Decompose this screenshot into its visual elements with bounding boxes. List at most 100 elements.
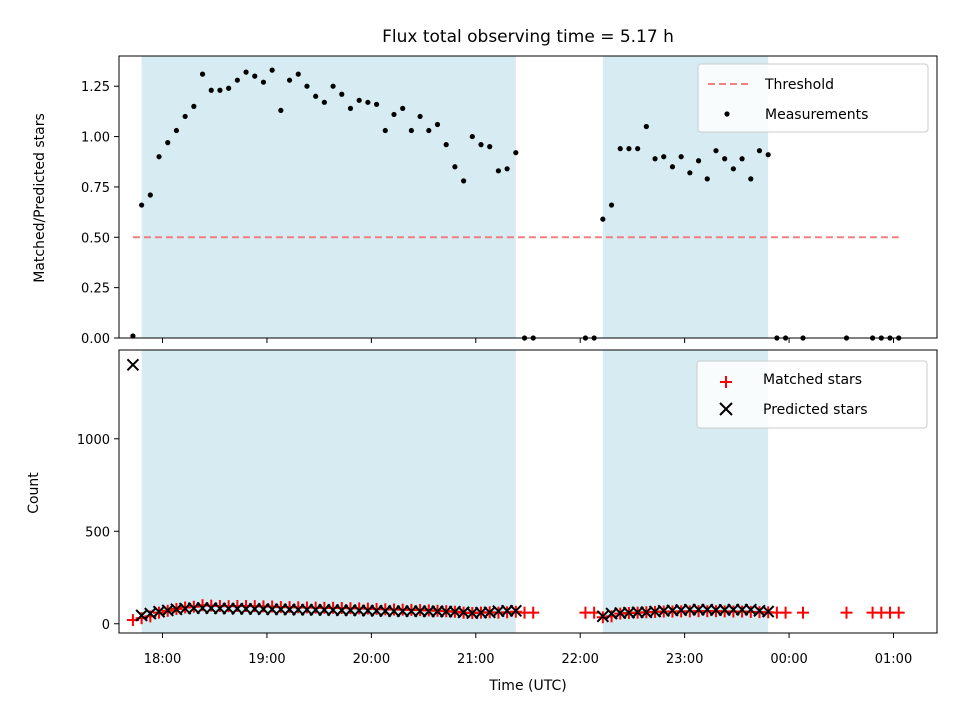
measurement-point — [443, 142, 449, 148]
bottom-legend-frame — [696, 360, 928, 429]
chart-title: Flux total observing time = 5.17 h — [382, 27, 674, 47]
top-panel: 0.00 0.25 0.50 0.75 1.00 1.25 Matched/Predict… — [32, 55, 938, 347]
measurement-point — [426, 127, 432, 134]
measurement-point — [252, 73, 258, 79]
top-x-ticks — [162, 338, 894, 343]
measurement-point — [208, 87, 214, 93]
x-tick-label: 19:00 — [248, 652, 285, 667]
measurement-point — [382, 127, 388, 134]
measurement-point — [130, 333, 136, 339]
matched-star-marker — [840, 606, 853, 619]
x-tick-label: 00:00 — [770, 652, 807, 667]
measurement-point — [347, 105, 354, 111]
bottom-y-tick-label: 1000 — [77, 433, 110, 448]
measurement-point — [495, 168, 502, 174]
measurement-point — [147, 192, 153, 198]
bottom-x-ticks: 18:00 19:00 20:00 21:00 22:00 23:00 00:00 01:00 — [144, 633, 912, 667]
x-tick-label: 18:00 — [144, 652, 181, 667]
measurement-point — [217, 87, 223, 93]
predicted-star-marker — [761, 605, 775, 618]
measurement-point — [513, 150, 519, 156]
top-y-tick-label: 0.75 — [81, 181, 110, 196]
measurement-point — [243, 69, 249, 75]
measurement-point — [269, 67, 275, 73]
measurement-point — [678, 154, 684, 160]
top-y-tick-label: 0.25 — [81, 282, 110, 297]
measurement-point — [173, 127, 180, 134]
measurement-point — [478, 142, 484, 148]
measurement-point — [373, 101, 380, 107]
measurement-point — [504, 166, 510, 172]
measurement-point — [356, 97, 362, 103]
measurement-point — [156, 154, 162, 160]
measurement-point — [626, 146, 632, 152]
legend-predicted-swatch — [719, 402, 733, 416]
bottom-shaded-interval-0 — [141, 350, 516, 633]
measurement-point — [339, 91, 345, 97]
measurement-point — [313, 93, 319, 99]
bottom-legend: Matched stars Predicted stars — [696, 360, 928, 429]
legend-predicted-label: Predicted stars — [763, 402, 868, 418]
top-y-tick-label: 1.25 — [81, 80, 110, 95]
measurement-point — [643, 123, 649, 130]
x-tick-label: 23:00 — [666, 652, 703, 667]
measurement-point — [226, 85, 232, 91]
top-y-tick-label: 0.00 — [81, 332, 110, 347]
measurement-point — [661, 154, 667, 160]
x-tick-label: 01:00 — [875, 652, 912, 667]
measurement-point — [234, 77, 240, 83]
measurement-point — [321, 99, 327, 105]
measurement-point — [295, 71, 301, 77]
bottom-y-axis-label: Count — [26, 472, 42, 514]
measurement-point — [669, 164, 676, 170]
measurement-point — [608, 202, 615, 208]
predicted-stars-points — [126, 358, 775, 623]
measurement-point — [452, 164, 458, 170]
top-y-axis-label: Matched/Predicted stars — [32, 113, 48, 283]
matched-star-marker — [187, 600, 200, 613]
bottom-y-ticks: 0 500 1000 — [77, 433, 119, 633]
top-shaded-interval-0 — [141, 56, 516, 338]
measurement-point — [756, 148, 763, 154]
measurement-point — [617, 146, 623, 152]
measurement-point — [417, 113, 423, 120]
measurement-point — [278, 107, 284, 113]
measurement-point — [687, 170, 693, 176]
predicted-star-marker — [509, 604, 523, 618]
measurement-point — [365, 99, 371, 105]
legend-measurements-swatch — [724, 111, 730, 117]
measurement-point — [704, 176, 710, 182]
measurement-point — [286, 77, 293, 83]
x-axis-label: Time (UTC) — [488, 678, 566, 694]
measurement-point — [722, 156, 728, 162]
measurement-point — [730, 166, 736, 172]
x-tick-label: 22:00 — [561, 652, 598, 667]
measurement-point — [400, 105, 406, 111]
x-tick-label: 21:00 — [457, 652, 494, 667]
measurement-point — [408, 127, 414, 134]
matched-star-marker — [796, 606, 809, 619]
measurement-point — [739, 156, 745, 162]
legend-matched-swatch — [720, 376, 732, 388]
top-legend: Threshold Measurements — [697, 63, 929, 133]
measurement-point — [600, 216, 606, 222]
top-plot-frame — [118, 55, 938, 339]
measurement-point — [765, 152, 771, 158]
measurement-point — [635, 146, 641, 152]
measurement-point — [748, 176, 754, 182]
x-tick-label: 20:00 — [353, 652, 390, 667]
measurement-points — [130, 67, 902, 341]
legend-threshold-label: Threshold — [764, 77, 834, 93]
top-y-ticks: 0.00 0.25 0.50 0.75 1.00 1.25 — [81, 80, 119, 347]
measurement-point — [461, 178, 467, 184]
measurement-point — [139, 202, 145, 208]
bottom-y-tick-label: 500 — [85, 525, 110, 540]
measurement-point — [182, 113, 188, 120]
measurement-point — [199, 71, 206, 77]
top-legend-frame — [697, 63, 929, 133]
legend-matched-label: Matched stars — [763, 372, 862, 388]
matched-star-marker — [779, 606, 792, 619]
measurement-point — [304, 83, 310, 89]
top-shaded-regions — [141, 56, 769, 338]
